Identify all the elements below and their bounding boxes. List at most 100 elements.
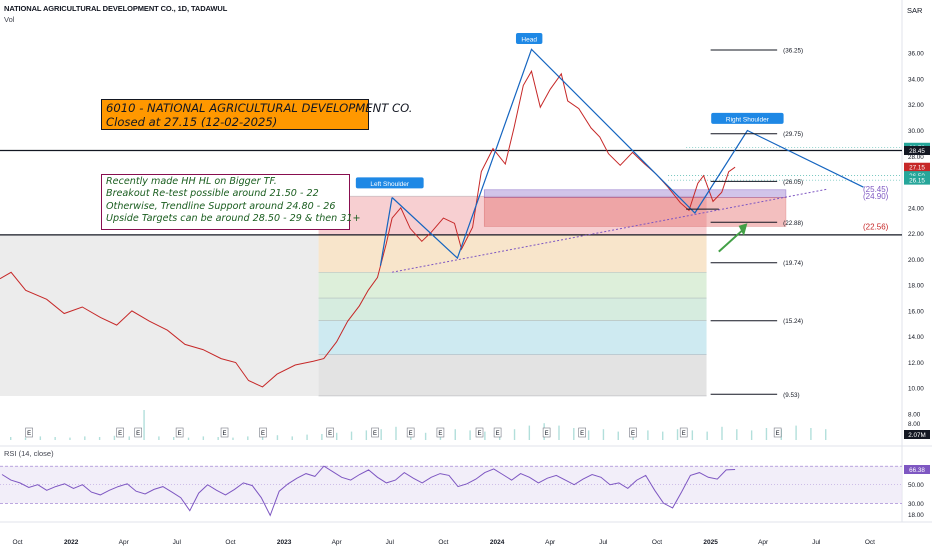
- volume-bar: [173, 437, 175, 440]
- level-badge-bg: [904, 145, 930, 155]
- volume-bar: [587, 430, 590, 440]
- head-label-bg: [515, 33, 543, 45]
- fib-zone: [318, 320, 707, 355]
- volume-bar: [321, 434, 323, 440]
- volume-bar: [306, 434, 308, 440]
- earnings-badge-bg: [220, 427, 229, 438]
- volume-bar: [98, 437, 101, 440]
- volume-badge: 2.07M: [908, 432, 926, 439]
- volume-bar: [69, 437, 71, 440]
- volume-bar: [721, 426, 723, 440]
- projection-label: (24.90): [863, 192, 889, 201]
- projection-label: (22.56): [863, 222, 889, 231]
- rsi-tick-label: 50.00: [908, 482, 924, 489]
- earnings-badge: E: [580, 431, 584, 437]
- earnings-badge-bg: [326, 427, 334, 438]
- volume-bar: [84, 436, 86, 440]
- earnings-badge: E: [178, 431, 182, 437]
- history-zone: [0, 234, 319, 396]
- earnings-badge-bg: [542, 427, 551, 438]
- rsi-title: RSI (14, close): [4, 449, 54, 458]
- earnings-badge: E: [496, 431, 500, 437]
- rsi-badge-bg: [904, 465, 930, 475]
- price-tick-label: 8.00: [908, 421, 921, 428]
- note-analysis[interactable]: Recently made HH HL on Bigger TF. Breako…: [101, 174, 361, 230]
- volume-bar: [513, 429, 516, 440]
- note-analysis-line-3: Otherwise, Trendline Support around 24.8…: [106, 200, 336, 212]
- earnings-badge-bg: [175, 427, 184, 438]
- earnings-badge-bg: [679, 427, 688, 438]
- x-tick-label: 2024: [490, 539, 505, 546]
- target-label: (22.88): [783, 220, 803, 227]
- right-shoulder-label: Right Shoulder: [726, 116, 770, 123]
- earnings-badge: E: [409, 431, 413, 437]
- note-analysis-line-4: Upside Targets can be around 28.50 - 29 …: [106, 213, 361, 225]
- price-tick-label: 30.00: [908, 128, 924, 135]
- target-label: (36.25): [783, 47, 803, 54]
- price-tick-label: 8.00: [908, 412, 921, 419]
- fib-zone: [318, 196, 707, 235]
- pattern-path: [379, 197, 393, 266]
- earnings-badge-bg: [773, 427, 782, 438]
- level-badge: 27.15: [909, 165, 925, 172]
- volume-bar: [365, 430, 368, 440]
- volume-bar: [39, 436, 42, 440]
- earnings-badge-bg: [25, 427, 33, 438]
- x-tick-label: Apr: [545, 539, 556, 546]
- volume-bar: [232, 437, 234, 440]
- earnings-badge-bg: [406, 427, 415, 438]
- fib-zone: [318, 354, 707, 396]
- pattern-path: [391, 48, 864, 260]
- price-tick-label: 20.00: [908, 257, 924, 264]
- arrow-up-icon: [738, 223, 748, 237]
- earnings-badge: E: [27, 431, 31, 437]
- rsi-line: [1, 465, 736, 517]
- x-tick-label: Oct: [865, 539, 875, 546]
- note-analysis-line-1: Recently made HH HL on Bigger TF.: [106, 176, 277, 187]
- note-analysis-line-2: Breakout Re-test possible around 21.50 -…: [106, 188, 319, 200]
- target-label: (29.75): [783, 131, 803, 138]
- volume-bar: [573, 428, 575, 440]
- volume-bar: [143, 410, 145, 440]
- chart-header-title: NATIONAL AGRICULTURAL DEVELOPMENT CO., 1…: [4, 4, 228, 13]
- currency-label: SAR: [907, 6, 923, 15]
- volume-bar: [424, 432, 427, 440]
- volume-bar: [276, 435, 279, 440]
- fib-zone: [318, 298, 707, 321]
- earnings-badge: E: [373, 431, 377, 437]
- x-tick-label: 2025: [703, 539, 718, 546]
- x-tick-label: Apr: [119, 539, 130, 546]
- level-badge-bg: [904, 175, 930, 185]
- volume-bar: [113, 435, 116, 440]
- note-summary[interactable]: 6010 - NATIONAL AGRICULTURAL DEVELOPMENT…: [101, 99, 412, 130]
- price-tick-label: 10.00: [908, 386, 924, 393]
- volume-bar: [469, 430, 471, 440]
- left-shoulder-label-bg: [355, 177, 424, 189]
- earnings-badge: E: [261, 431, 265, 437]
- earnings-badge: E: [545, 431, 549, 437]
- price-tick-label: 28.00: [908, 154, 924, 161]
- volume-bar: [736, 429, 738, 440]
- retest-zone: [483, 197, 787, 227]
- price-tick-label: 34.00: [908, 76, 924, 83]
- volume-bar: [528, 425, 531, 440]
- earnings-badge: E: [438, 431, 442, 437]
- volume-bar: [676, 429, 679, 440]
- earnings-badge-bg: [116, 427, 124, 438]
- volume-bar: [128, 436, 130, 440]
- volume-bar: [825, 429, 827, 440]
- rsi-tick-label: 30.00: [908, 501, 924, 508]
- earnings-badge: E: [223, 431, 227, 437]
- trendline-support: [391, 188, 828, 273]
- earnings-badge-bg: [436, 427, 445, 438]
- price-tick-label: 12.00: [908, 360, 924, 367]
- volume-bar: [54, 437, 56, 440]
- earnings-badge: E: [328, 431, 332, 437]
- volume-bar: [395, 426, 397, 440]
- x-tick-label: Oct: [225, 539, 235, 546]
- earnings-badge: E: [477, 431, 481, 437]
- volume-bar: [706, 431, 708, 440]
- volume-bar: [291, 436, 293, 440]
